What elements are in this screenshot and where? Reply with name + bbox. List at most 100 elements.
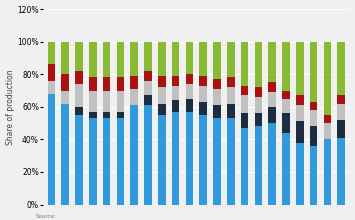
Bar xyxy=(296,42,304,95)
Bar xyxy=(116,77,124,90)
Bar xyxy=(158,104,165,115)
Bar xyxy=(282,42,290,90)
Bar xyxy=(103,90,110,112)
Bar xyxy=(200,115,207,205)
Bar xyxy=(186,42,193,74)
Bar xyxy=(227,42,235,77)
Bar xyxy=(268,107,276,123)
Bar xyxy=(103,118,110,205)
Bar xyxy=(186,84,193,99)
Bar xyxy=(158,115,165,205)
Bar xyxy=(213,105,221,118)
Bar xyxy=(296,105,304,121)
Bar xyxy=(172,112,179,205)
Bar xyxy=(103,42,110,77)
Bar xyxy=(213,118,221,205)
Bar xyxy=(144,71,152,81)
Bar xyxy=(103,112,110,118)
Bar xyxy=(213,89,221,105)
Bar xyxy=(337,95,345,104)
Bar xyxy=(241,86,248,95)
Bar xyxy=(186,99,193,112)
Bar xyxy=(89,42,97,77)
Text: Source:: Source: xyxy=(36,214,56,219)
Bar xyxy=(227,118,235,205)
Bar xyxy=(255,87,262,97)
Bar xyxy=(116,42,124,77)
Bar xyxy=(268,92,276,107)
Bar xyxy=(172,76,179,86)
Bar xyxy=(89,112,97,118)
Bar xyxy=(48,94,55,205)
Bar xyxy=(296,121,304,143)
Bar xyxy=(89,118,97,205)
Bar xyxy=(144,81,152,95)
Bar xyxy=(172,100,179,112)
Bar xyxy=(130,76,138,89)
Bar xyxy=(158,87,165,104)
Bar xyxy=(116,90,124,112)
Bar xyxy=(61,42,69,74)
Bar xyxy=(282,99,290,113)
Bar xyxy=(200,42,207,76)
Bar xyxy=(144,105,152,205)
Bar xyxy=(310,110,317,126)
Bar xyxy=(48,64,55,81)
Bar xyxy=(61,104,69,205)
Bar xyxy=(323,123,331,139)
Bar xyxy=(89,90,97,112)
Bar xyxy=(255,113,262,126)
Bar xyxy=(268,82,276,92)
Bar xyxy=(144,42,152,71)
Bar xyxy=(158,42,165,76)
Bar xyxy=(310,102,317,110)
Bar xyxy=(103,77,110,90)
Bar xyxy=(75,42,83,71)
Bar xyxy=(75,115,83,205)
Bar xyxy=(282,133,290,205)
Bar xyxy=(268,123,276,205)
Bar xyxy=(116,112,124,118)
Y-axis label: Share of production: Share of production xyxy=(6,69,15,145)
Bar xyxy=(323,115,331,123)
Bar xyxy=(310,126,317,146)
Bar xyxy=(337,42,345,95)
Bar xyxy=(227,87,235,104)
Bar xyxy=(323,42,331,115)
Bar xyxy=(172,86,179,100)
Bar xyxy=(75,84,83,107)
Bar xyxy=(213,42,221,79)
Bar xyxy=(310,146,317,205)
Bar xyxy=(268,42,276,82)
Bar xyxy=(255,42,262,87)
Bar xyxy=(241,128,248,205)
Bar xyxy=(200,102,207,115)
Bar xyxy=(337,120,345,138)
Bar xyxy=(323,139,331,205)
Bar xyxy=(227,104,235,118)
Bar xyxy=(255,126,262,205)
Bar xyxy=(296,95,304,105)
Bar xyxy=(213,79,221,89)
Bar xyxy=(89,77,97,90)
Bar xyxy=(227,77,235,87)
Bar xyxy=(241,95,248,113)
Bar xyxy=(337,104,345,120)
Bar xyxy=(255,97,262,113)
Bar xyxy=(282,113,290,133)
Bar xyxy=(158,76,165,87)
Bar xyxy=(296,143,304,205)
Bar xyxy=(130,42,138,76)
Bar xyxy=(130,89,138,105)
Bar xyxy=(200,76,207,86)
Bar xyxy=(130,105,138,205)
Bar xyxy=(75,107,83,115)
Bar xyxy=(186,112,193,205)
Bar xyxy=(200,86,207,102)
Bar xyxy=(337,138,345,205)
Bar xyxy=(75,71,83,84)
Bar xyxy=(48,42,55,64)
Bar xyxy=(116,118,124,205)
Bar xyxy=(310,42,317,102)
Bar xyxy=(172,42,179,76)
